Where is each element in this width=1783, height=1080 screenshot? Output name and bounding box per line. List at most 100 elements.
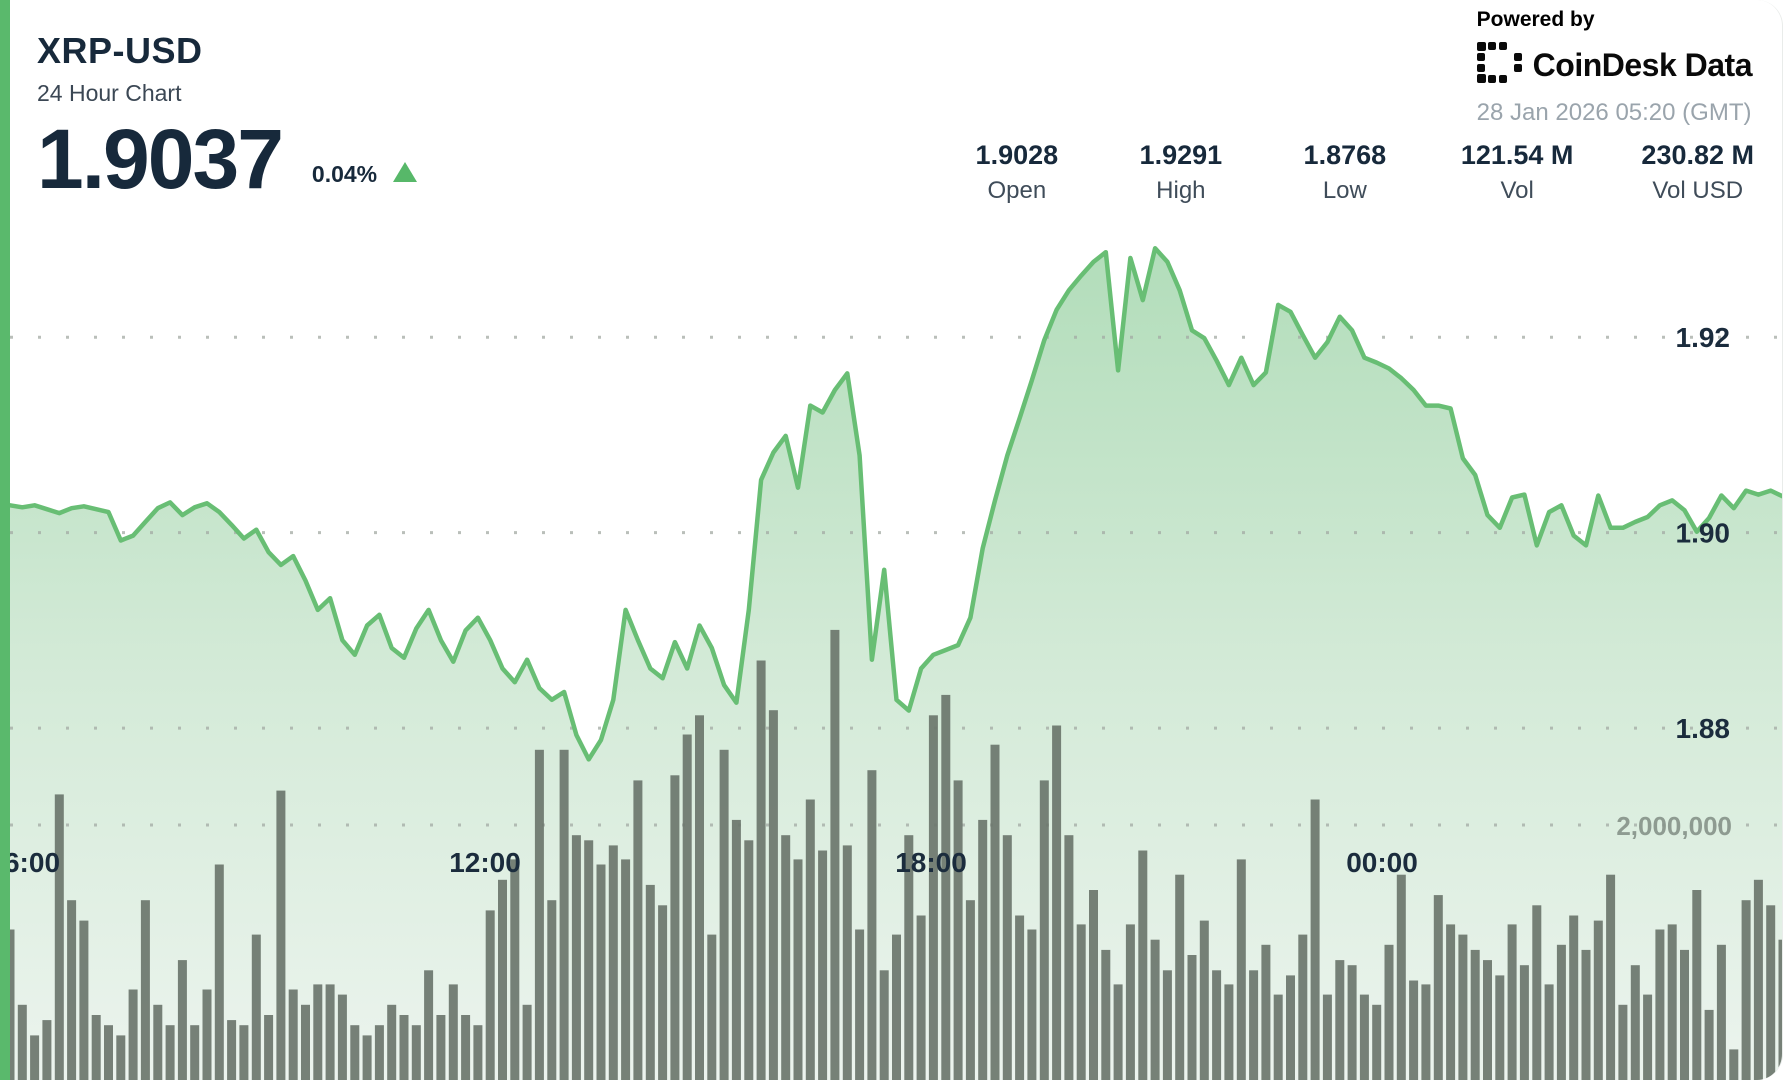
volume-bar [522,1004,532,1080]
volume-bar [54,794,64,1080]
volume-bar [1593,920,1603,1080]
volume-bar [1138,850,1148,1080]
volume-bar [965,900,975,1080]
volume-bar [731,819,741,1080]
stat-open-label: Open [987,177,1047,204]
volume-bar [5,929,15,1080]
volume-bar [1101,949,1111,1080]
volume-bar [301,1004,310,1080]
volume-bar [362,1035,372,1080]
time-axis-label: 6:00 [4,847,60,878]
volume-bar [177,960,187,1080]
volume-bar [1199,920,1209,1080]
volume-bar [682,734,692,1080]
volume-bar [1458,934,1468,1080]
price-axis-label: 1.90 [1676,518,1731,549]
volume-axis-label: 2,000,000 [1616,811,1732,841]
coindesk-logo-icon [1476,42,1523,89]
volume-bar [153,1004,163,1080]
volume-bar [658,905,668,1080]
volume-bar [1089,890,1098,1080]
volume-bar [1753,879,1763,1080]
volume-bar [214,864,224,1080]
volume-bar [1359,994,1369,1080]
volume-bar [768,710,778,1080]
volume-bar [190,1025,200,1080]
stat-low-value: 1.8768 [1303,140,1387,170]
volume-bar [1125,924,1135,1080]
stat-open-value: 1.9028 [975,140,1059,170]
stat-vol-label: Vol [1500,177,1534,204]
volume-bar [1347,965,1357,1080]
volume-bar [633,780,643,1080]
chart-subtitle: 24 Hour Chart [37,80,182,106]
volume-bar [1224,984,1234,1080]
volume-bar [559,749,569,1080]
stat-open: 1.9028 Open [969,140,1065,205]
volume-bar [104,1025,113,1080]
volume-bar [1544,984,1554,1080]
volume-bar [1113,984,1123,1080]
price-row: 1.9037 0.04% [37,117,418,201]
volume-bar [1298,934,1308,1080]
volume-bar [1384,944,1394,1080]
volume-bar [30,1035,40,1080]
brand-row[interactable]: CoinDesk Data [1476,42,1753,89]
volume-bar [42,1020,52,1080]
symbol-title: XRP-USD [37,30,203,71]
chart-header: XRP-USD 24 Hour Chart 1.9037 0.04% [37,30,418,201]
volume-bar [1519,965,1529,1080]
volume-bar [1162,970,1172,1080]
volume-bar [140,900,150,1080]
volume-bar [892,934,901,1080]
volume-bar [67,900,77,1080]
volume-bar [1273,994,1283,1080]
volume-bar [1372,1004,1382,1080]
volume-bar [719,749,729,1080]
stat-high-label: High [1156,177,1206,204]
volume-bar [461,1015,471,1080]
volume-bar [928,715,938,1080]
volume-bar [448,984,458,1080]
volume-bar [1286,975,1295,1080]
volume-bar [842,845,852,1080]
volume-bar [1581,949,1591,1080]
change-percent: 0.04% [311,161,378,188]
price-axis-label: 1.92 [1676,322,1731,353]
volume-bar [387,1004,397,1080]
volume-bar [1396,874,1406,1080]
stat-vol: 121.54 M Vol [1461,140,1574,205]
stat-vol-usd: 230.82 M Vol USD [1641,140,1754,205]
volume-bar [510,859,520,1080]
volume-bar [756,660,766,1080]
time-axis-label: 18:00 [895,847,967,878]
volume-bar [1643,994,1653,1080]
time-axis-label: 00:00 [1346,847,1418,878]
volume-bar [79,920,89,1080]
volume-bar [165,1025,175,1080]
price-change: 0.04% [311,161,418,198]
volume-bar [1741,900,1751,1080]
volume-bar [1249,970,1259,1080]
stat-vol-usd-label: Vol USD [1652,177,1744,204]
volume-bar [1002,835,1012,1080]
coindesk-brand-text: CoinDesk Data [1532,47,1753,83]
volume-bar [251,934,261,1080]
stat-low-label: Low [1322,177,1367,204]
time-axis-label: 12:00 [449,847,521,878]
volume-bar [584,840,594,1080]
stat-vol-value: 121.54 M [1460,140,1574,170]
volume-bar [547,900,557,1080]
volume-bar [1704,1009,1714,1080]
volume-bar [879,970,889,1080]
volume-bar [1310,799,1320,1080]
volume-bar [1680,949,1689,1080]
volume-bar [116,1035,126,1080]
volume-bar [1778,939,1782,1080]
volume-bar [744,840,754,1080]
volume-bar [1569,915,1579,1080]
volume-bar [781,835,791,1080]
volume-bar [1409,980,1419,1080]
volume-bar [953,780,963,1080]
